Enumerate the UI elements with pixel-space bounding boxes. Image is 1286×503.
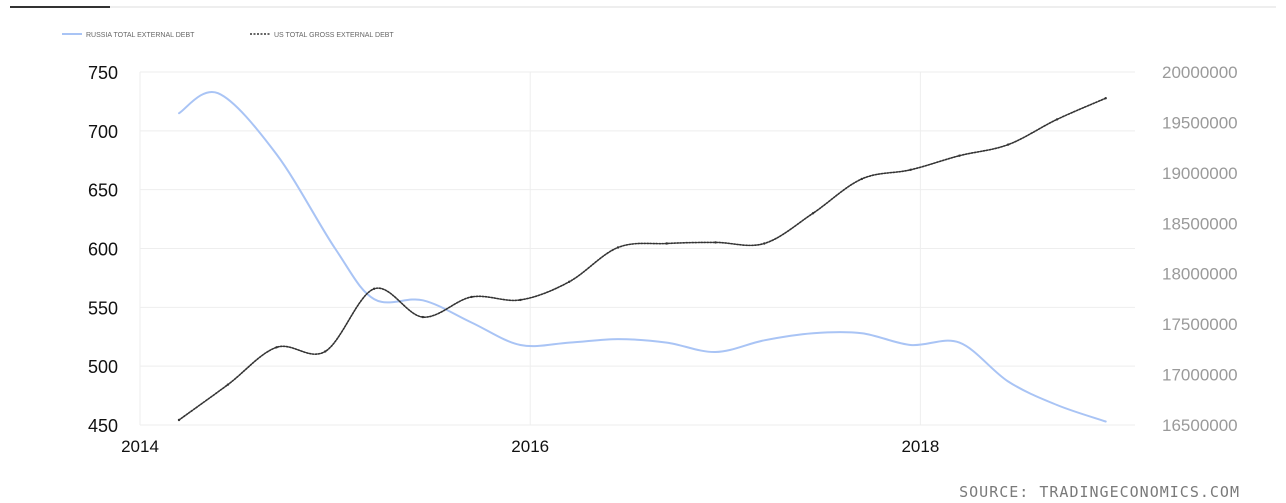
- data-point-us: [909, 168, 912, 171]
- y-left-tick-label: 500: [88, 357, 118, 377]
- data-point-russia: [959, 342, 961, 344]
- data-point-russia: [373, 298, 375, 300]
- y-axis-left: 750 700 650 600 550 500 450: [88, 63, 118, 436]
- data-point-us: [470, 295, 473, 299]
- x-axis: 2014 2016 2018: [121, 437, 939, 456]
- data-point-russia: [764, 340, 766, 342]
- legend-label-russia: RUSSIA TOTAL EXTERNAL DEBT: [86, 32, 195, 39]
- data-point-russia: [910, 344, 912, 346]
- y-right-tick-label: 16500000: [1162, 416, 1238, 435]
- data-point-us: [616, 246, 620, 249]
- y-right-tick-label: 19000000: [1162, 164, 1238, 183]
- data-point-us: [177, 418, 181, 422]
- x-tick-label: 2014: [121, 437, 159, 456]
- data-point-us: [275, 346, 278, 349]
- data-point-russia: [861, 332, 863, 334]
- data-point-russia: [617, 338, 619, 340]
- data-point-russia: [520, 344, 522, 346]
- data-point-us: [372, 287, 376, 290]
- data-point-us: [568, 280, 571, 283]
- data-point-us: [421, 315, 425, 319]
- data-point-russia: [1105, 421, 1107, 423]
- data-point-us: [763, 242, 766, 245]
- data-point-russia: [1007, 381, 1009, 383]
- data-point-russia: [178, 112, 180, 114]
- data-point-russia: [1056, 404, 1058, 406]
- series-line-us: [178, 97, 1107, 421]
- data-point-russia: [422, 300, 424, 302]
- data-point-us: [665, 242, 668, 245]
- data-point-us: [519, 298, 522, 302]
- data-point-us: [1007, 143, 1010, 146]
- x-tick-label: 2018: [901, 437, 939, 456]
- y-right-tick-label: 17500000: [1162, 315, 1238, 334]
- data-point-us: [860, 177, 864, 181]
- source-label: SOURCE: TRADINGECONOMICS.COM: [959, 483, 1240, 501]
- data-point-us: [1055, 118, 1059, 121]
- data-point-us: [1104, 97, 1107, 100]
- legend: RUSSIA TOTAL EXTERNAL DEBT US TOTAL GROS…: [62, 32, 394, 39]
- data-point-russia: [334, 248, 336, 250]
- data-point-russia: [276, 154, 278, 156]
- gridlines: [139, 71, 1135, 426]
- data-point-russia: [217, 92, 219, 94]
- series: [177, 90, 1107, 423]
- y-axis-right: 20000000 19500000 19000000 18500000 18000000…: [1162, 63, 1238, 435]
- x-tick-label: 2016: [511, 437, 549, 456]
- y-left-tick-label: 450: [88, 416, 118, 436]
- data-point-russia: [666, 342, 668, 344]
- data-point-russia: [471, 322, 473, 324]
- data-point-us: [811, 212, 815, 215]
- data-point-russia: [568, 342, 570, 344]
- data-point-us: [226, 383, 229, 386]
- y-right-tick-label: 17000000: [1162, 366, 1238, 385]
- data-point-russia: [715, 351, 717, 353]
- data-point-russia: [812, 332, 814, 334]
- data-point-us: [714, 241, 717, 244]
- y-left-tick-label: 650: [88, 181, 118, 201]
- data-point-us: [958, 154, 961, 157]
- series-line-russia: [178, 90, 1107, 423]
- y-left-tick-label: 700: [88, 122, 118, 142]
- y-right-tick-label: 18000000: [1162, 265, 1238, 284]
- y-left-tick-label: 550: [88, 298, 118, 318]
- y-right-tick-label: 18500000: [1162, 214, 1238, 233]
- y-right-tick-label: 20000000: [1162, 63, 1238, 82]
- data-point-us: [324, 350, 327, 353]
- y-left-tick-label: 750: [88, 63, 118, 83]
- y-left-tick-label: 600: [88, 240, 118, 260]
- y-right-tick-label: 19500000: [1162, 113, 1238, 132]
- legend-label-us: US TOTAL GROSS EXTERNAL DEBT: [274, 32, 394, 39]
